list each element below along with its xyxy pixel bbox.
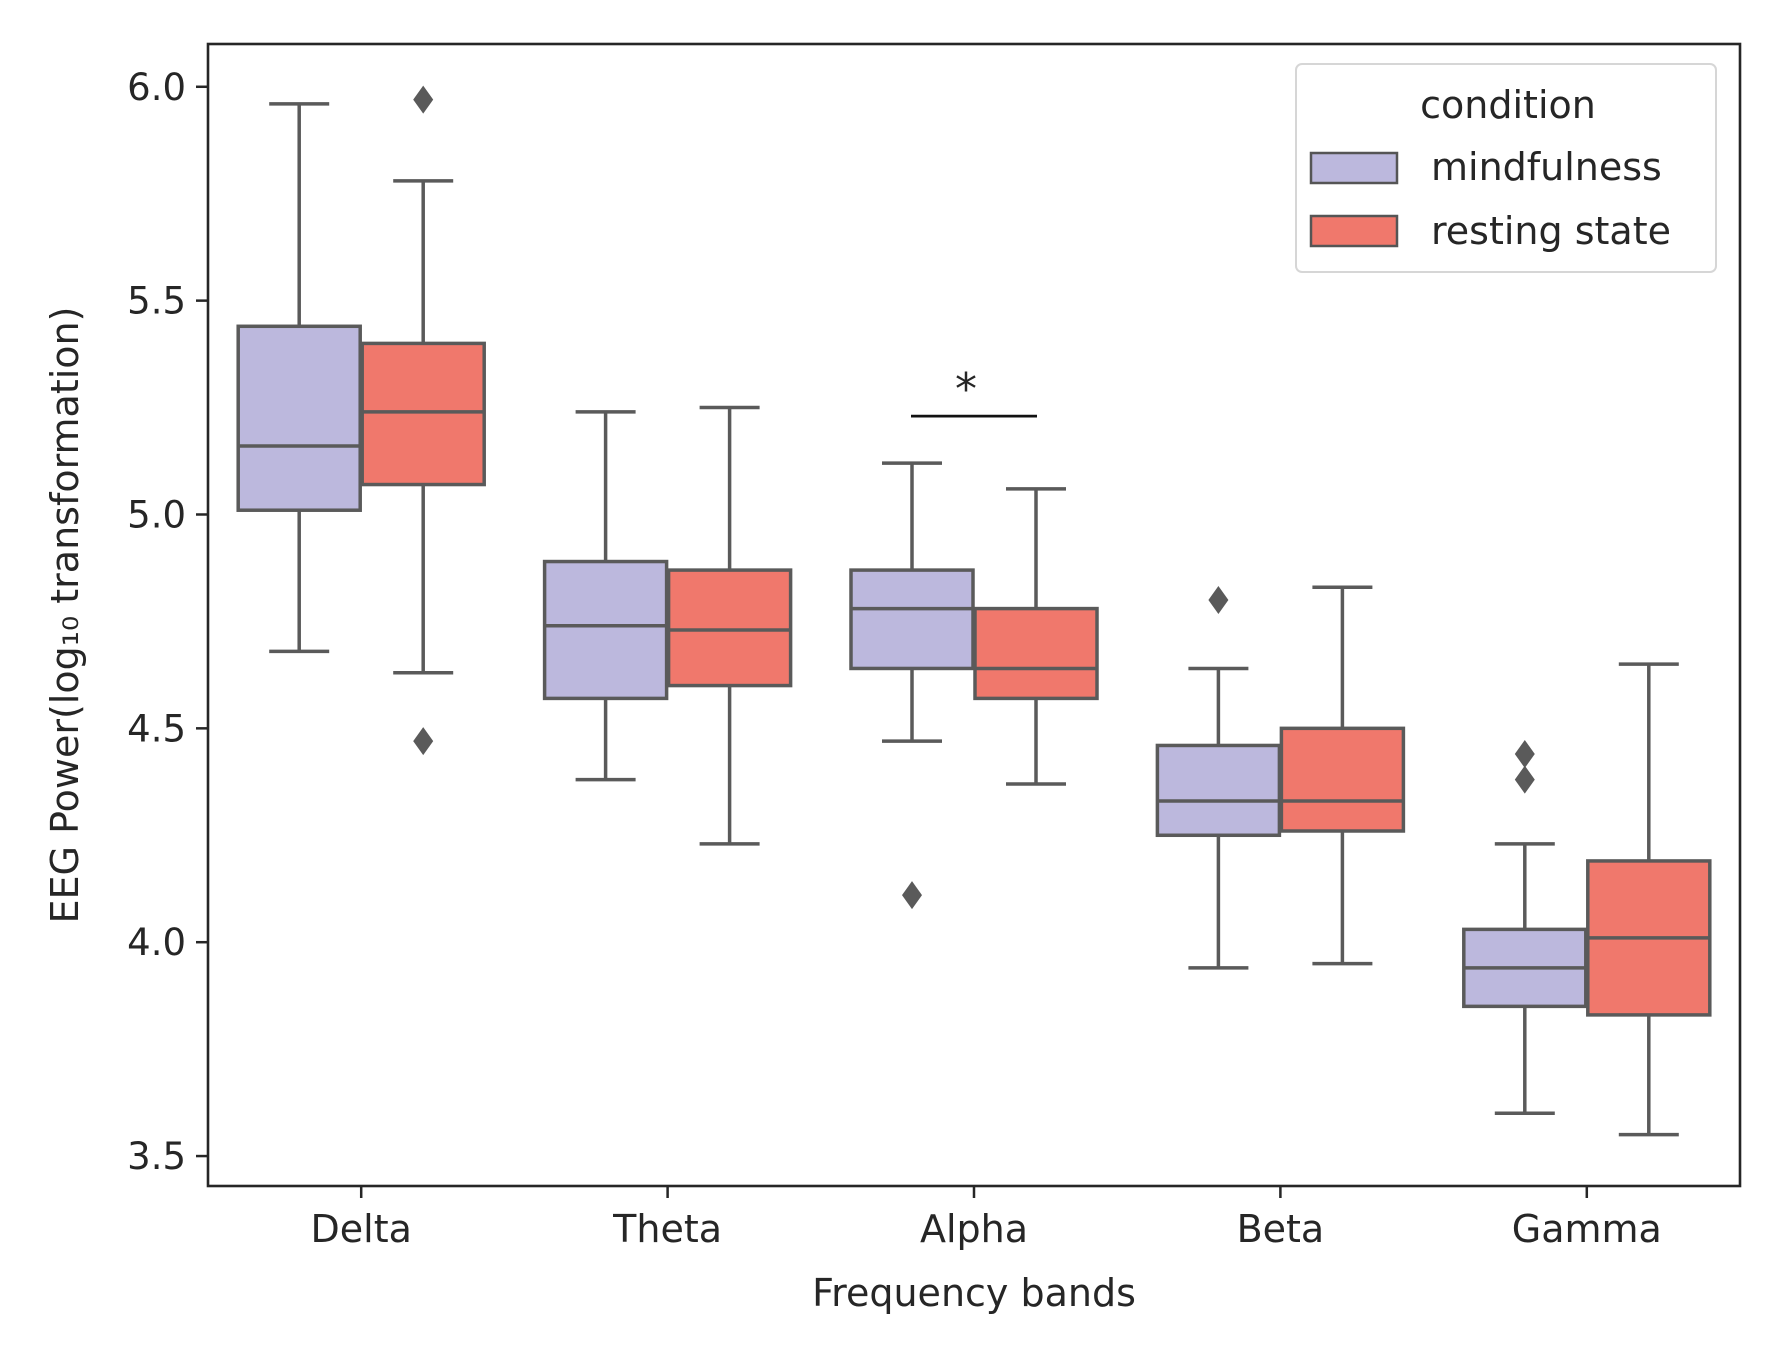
box-delta-resting-state — [360, 85, 486, 756]
box-iqr — [666, 568, 793, 688]
box-delta-mindfulness — [236, 102, 362, 654]
box-theta-mindfulness — [542, 410, 669, 782]
legend-frame — [1295, 63, 1717, 273]
outlier-point — [413, 85, 434, 114]
x-axis-label: Frequency bands — [812, 1271, 1136, 1315]
legend-swatch-resting-state — [1309, 214, 1399, 248]
outlier-point — [413, 727, 434, 756]
outlier-point — [1208, 586, 1229, 615]
box-layer — [236, 85, 1712, 1137]
y-axis: 3.5 4.0 4.5 5.0 5.5 6.0 — [127, 66, 208, 1178]
outlier-point — [1514, 740, 1535, 769]
outlier-point — [902, 881, 922, 910]
legend-title: condition — [1420, 83, 1596, 127]
box-beta-mindfulness — [1155, 586, 1282, 970]
box-iqr — [1279, 726, 1406, 833]
box-iqr — [542, 559, 669, 701]
box-iqr — [973, 606, 1099, 701]
box-beta-resting-state — [1279, 585, 1406, 966]
box-alpha-resting-state — [973, 487, 1099, 786]
y-tick-label: 3.5 — [127, 1135, 186, 1178]
box-iqr — [1155, 743, 1282, 838]
x-tick-label-delta: Delta — [311, 1207, 412, 1251]
box-iqr — [849, 568, 975, 671]
y-tick-label: 4.0 — [127, 921, 186, 964]
box-iqr — [360, 341, 486, 487]
box-gamma-resting-state — [1586, 662, 1712, 1137]
y-tick-label: 6.0 — [127, 66, 186, 109]
x-tick-label-theta: Theta — [612, 1207, 722, 1251]
y-axis-label: EEG Power(log₁₀ transformation) — [43, 307, 87, 924]
significance-marker: * — [955, 364, 977, 415]
y-tick-label: 4.5 — [127, 707, 186, 750]
x-tick-label-alpha: Alpha — [920, 1207, 1028, 1251]
x-axis: Delta Theta Alpha Beta Gamma — [311, 1186, 1662, 1251]
outlier-point — [1514, 765, 1535, 794]
legend: condition mindfulness resting state — [1295, 63, 1717, 273]
annotation-layer: * — [911, 364, 1037, 418]
legend-label-mindfulness: mindfulness — [1431, 145, 1662, 189]
box-alpha-mindfulness — [849, 461, 975, 910]
x-tick-label-gamma: Gamma — [1512, 1207, 1662, 1251]
legend-swatch-mindfulness — [1309, 151, 1399, 185]
legend-label-resting-state: resting state — [1431, 209, 1671, 253]
y-tick-label: 5.5 — [127, 280, 186, 323]
y-tick-label: 5.0 — [127, 493, 186, 536]
box-theta-resting-state — [666, 405, 793, 846]
box-gamma-mindfulness — [1462, 740, 1588, 1116]
x-tick-label-beta: Beta — [1237, 1207, 1325, 1251]
box-iqr — [236, 324, 362, 512]
